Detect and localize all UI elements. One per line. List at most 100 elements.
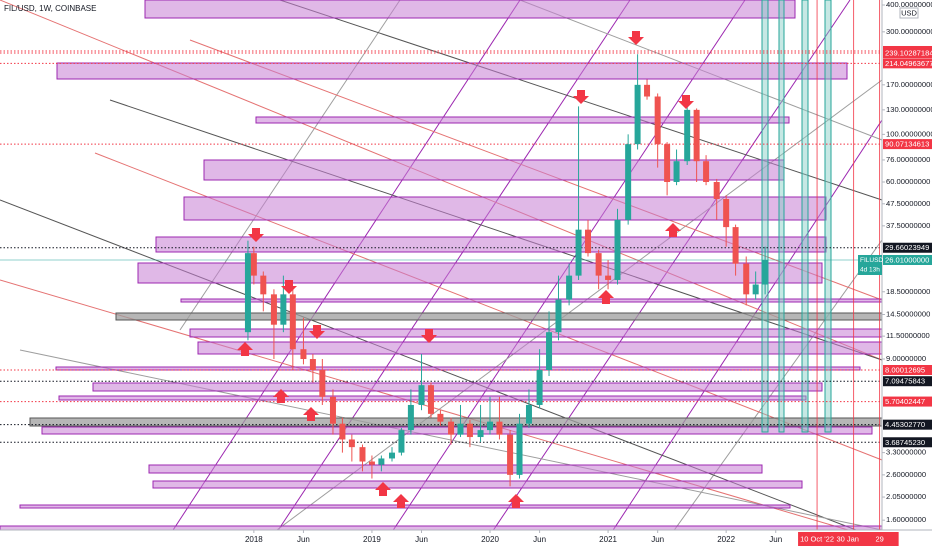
y-tick-label: 2.05000000: [886, 492, 926, 501]
y-tick-label: 170.00000000: [886, 80, 932, 89]
candle-body: [664, 144, 671, 183]
candle-body: [427, 385, 434, 414]
up-arrow: [393, 494, 409, 508]
candle-body: [673, 161, 680, 183]
up-arrow: [273, 389, 289, 403]
y-tick-label: 14.50000000: [886, 310, 930, 319]
candle-body: [595, 253, 602, 276]
y-tick-label: 400.00000000: [886, 0, 932, 9]
up-arrow: [375, 482, 391, 496]
candle-body: [634, 84, 641, 145]
candle-body: [270, 294, 277, 325]
time-band: [778, 0, 785, 433]
currency-box: [899, 7, 919, 19]
zone: [255, 116, 790, 124]
x-tick-label: 2022: [717, 535, 735, 544]
zone: [183, 196, 827, 221]
candle-body: [487, 421, 493, 431]
candle-body: [536, 370, 543, 405]
x-tick-label: 2019: [363, 535, 381, 544]
level-label: 214.04963677: [885, 59, 932, 68]
candle-body: [723, 199, 730, 228]
zone: [55, 366, 861, 371]
time-axis: [0, 530, 882, 550]
y-tick-label: 37.50000000: [886, 221, 930, 230]
candle-body: [654, 96, 661, 145]
up-arrow: [237, 342, 253, 356]
candle-body: [407, 404, 414, 431]
down-arrow: [628, 31, 644, 45]
candle-body: [703, 161, 710, 183]
x-tick-label: Jun: [769, 535, 782, 544]
zone: [148, 464, 763, 474]
candle-body: [280, 294, 287, 325]
down-arrow: [248, 228, 264, 242]
down-arrow: [573, 90, 589, 104]
candle-body: [339, 423, 346, 440]
candle-body: [546, 332, 553, 371]
down-arrow: [421, 329, 437, 343]
candle-body: [555, 299, 562, 333]
countdown-label: 4d 13h: [860, 267, 880, 274]
channel-line: [0, 279, 883, 541]
level-label: 7.09475843: [885, 377, 925, 386]
down-arrow: [678, 95, 694, 109]
trend-line: [659, 239, 883, 550]
candle-body: [496, 421, 503, 435]
zone: [155, 236, 827, 253]
arrows: [237, 31, 694, 508]
axes: 400.00000000 300.00000000 170.00000000 130.…: [245, 0, 932, 546]
y-tick-label: 130.00000000: [886, 105, 932, 114]
zone: [0, 525, 883, 531]
candle-body: [466, 423, 473, 438]
y-tick-label: 11.50000000: [886, 331, 930, 340]
chart-title: FIL/USD, 1W, COINBASE: [4, 4, 96, 13]
date-marker-label: 10 Oct '22: [800, 534, 834, 543]
x-tick-label: Jun: [297, 535, 310, 544]
candle-body: [378, 458, 385, 465]
y-tick-label: 60.00000000: [886, 177, 930, 186]
x-tick-label: 2021: [599, 535, 617, 544]
candle-body: [644, 84, 651, 97]
zone: [41, 426, 873, 435]
candle-body: [448, 421, 455, 435]
time-band: [761, 0, 769, 433]
date-marker-label: 30 Jan '23: [836, 534, 870, 543]
candle-body: [309, 359, 316, 371]
candle-body: [319, 370, 326, 397]
up-arrow: [665, 223, 681, 237]
x-tick-label: 2018: [245, 535, 263, 544]
last-price-box: [883, 254, 932, 265]
currency-label: USD: [901, 8, 917, 17]
candle-body: [625, 144, 632, 220]
candle-body: [585, 229, 591, 254]
level-label-box: [883, 58, 932, 69]
up-arrow: [508, 494, 524, 508]
candle-body: [507, 434, 514, 475]
zone: [144, 0, 796, 19]
up-arrow: [598, 290, 614, 304]
y-tick-label: 2.60000000: [886, 470, 926, 479]
candle-body: [260, 275, 267, 295]
down-arrow: [281, 280, 297, 294]
candle-body: [732, 227, 739, 264]
candle-body: [743, 263, 750, 295]
y-tick-label: 300.00000000: [886, 27, 932, 36]
time-band: [824, 0, 832, 433]
candle-body: [516, 423, 523, 475]
candle-body: [250, 253, 257, 276]
candle-body: [762, 260, 769, 285]
level-label: 3.68745230: [885, 438, 925, 447]
x-tick-label: Jun: [415, 535, 428, 544]
level-label-box: [883, 242, 932, 253]
candle-body: [605, 275, 612, 280]
zone: [137, 262, 823, 284]
symbol-box: [858, 254, 882, 275]
candle-body: [418, 385, 425, 405]
candle-body: [525, 404, 532, 424]
y-tick-label: 9.00000000: [886, 354, 926, 363]
x-tick-label: Jun: [533, 535, 546, 544]
y-tick-label: 1.60000000: [886, 515, 926, 524]
candle-body: [566, 275, 573, 300]
